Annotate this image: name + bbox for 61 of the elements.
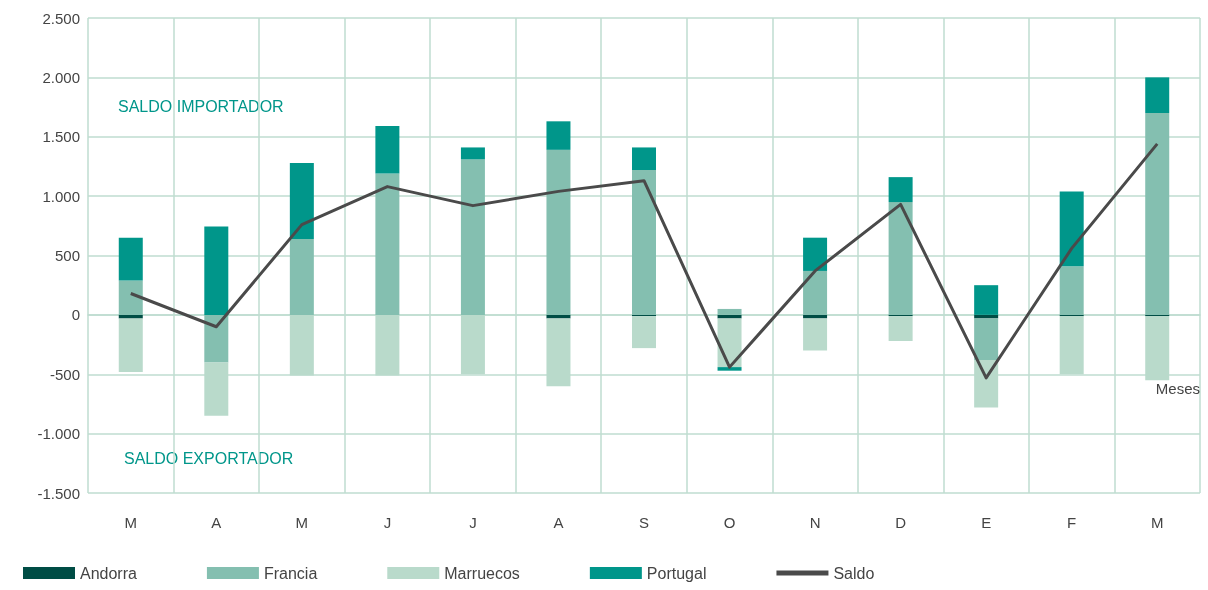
bar: [546, 121, 571, 150]
bar: [375, 173, 400, 315]
y-tick-label: 2.500: [42, 9, 80, 27]
bar: [974, 285, 999, 315]
bar: [717, 308, 742, 315]
bar: [1145, 113, 1170, 315]
bar: [289, 162, 314, 239]
bar: [118, 318, 143, 372]
bar: [118, 280, 143, 315]
x-tick-label: M: [295, 514, 309, 531]
bar: [1059, 191, 1084, 267]
legend-label: Andorra: [80, 564, 138, 582]
x-tick-label: N: [809, 514, 821, 531]
x-axis-title: Meses: [1155, 379, 1200, 397]
y-tick-label: -1.500: [37, 484, 80, 502]
x-tick-label: M: [1150, 514, 1164, 531]
y-tick-label: -1.000: [37, 425, 80, 443]
y-tick-label: 1.000: [42, 187, 80, 205]
y-tick-label: 500: [54, 247, 80, 264]
bar: [289, 238, 314, 315]
x-tick-label: M: [124, 514, 138, 531]
bar: [974, 318, 999, 360]
bar: [632, 316, 656, 349]
x-tick-label: D: [895, 514, 907, 531]
x-tick-label: S: [638, 514, 650, 531]
bar: [888, 177, 913, 203]
legend-label: Francia: [263, 564, 318, 582]
bar: [204, 314, 229, 363]
bar: [803, 318, 828, 351]
bar: [888, 316, 913, 341]
x-tick-label: O: [723, 514, 736, 531]
y-tick-label: 0: [71, 306, 80, 324]
bar: [204, 226, 229, 315]
y-tick-label: 1.500: [42, 128, 80, 146]
bar: [803, 270, 828, 315]
x-tick-label: F: [1067, 514, 1077, 531]
bar: [546, 149, 571, 315]
bar: [460, 147, 485, 160]
y-tick-label: -500: [49, 365, 80, 383]
annotation: SALDO IMPORTADOR: [118, 97, 284, 115]
bar: [1059, 266, 1084, 315]
bar: [632, 170, 656, 315]
bar: [1145, 77, 1170, 113]
line-series: [129, 142, 1159, 380]
bar: [375, 126, 400, 174]
legend-label: Saldo: [833, 564, 875, 582]
bar: [632, 147, 656, 170]
legend-label: Marruecos: [444, 564, 520, 582]
bar: [460, 159, 485, 315]
x-tick-label: A: [211, 514, 222, 531]
bar: [888, 202, 913, 315]
y-tick-label: 2.000: [42, 68, 80, 86]
x-tick-label: E: [981, 514, 992, 531]
x-tick-label: J: [469, 514, 477, 531]
bar: [803, 237, 828, 271]
annotation: SALDO EXPORTADOR: [124, 449, 294, 467]
x-tick-label: J: [383, 514, 392, 531]
bar: [118, 237, 143, 281]
legend-label: Portugal: [646, 564, 707, 582]
x-tick-label: A: [553, 514, 564, 531]
bar: [717, 367, 742, 371]
